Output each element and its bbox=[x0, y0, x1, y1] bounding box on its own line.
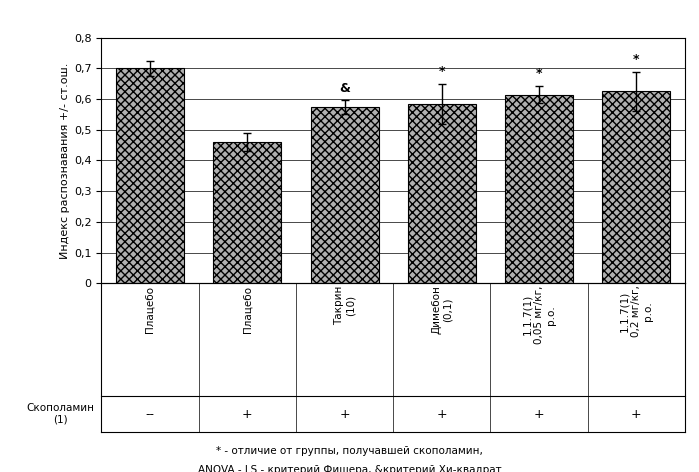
Text: Плацебо: Плацебо bbox=[145, 286, 155, 333]
Text: +: + bbox=[242, 408, 252, 421]
Text: +: + bbox=[436, 408, 447, 421]
Text: +: + bbox=[534, 408, 545, 421]
Bar bbox=[408, 104, 476, 283]
Text: * - отличие от группы, получавшей скополамин,: * - отличие от группы, получавшей скопол… bbox=[216, 446, 483, 456]
Text: ANOVA - LS - критерий Фишера, &критерий Хи-квадрат: ANOVA - LS - критерий Фишера, &критерий … bbox=[198, 465, 501, 472]
Text: &: & bbox=[339, 82, 350, 94]
Text: *: * bbox=[438, 65, 445, 78]
Text: Димебон
(0,1): Димебон (0,1) bbox=[431, 286, 453, 335]
Text: Такрин
(10): Такрин (10) bbox=[333, 286, 355, 325]
Text: *: * bbox=[536, 67, 542, 80]
Text: +: + bbox=[631, 408, 642, 421]
Text: 1.1.7(1)
0,2 мг/кг,
р.о.: 1.1.7(1) 0,2 мг/кг, р.о. bbox=[620, 286, 653, 337]
Text: Скополамин
(1): Скополамин (1) bbox=[27, 404, 94, 425]
Bar bbox=[116, 68, 184, 283]
Y-axis label: Индекс распознавания +/- ст.ош.: Индекс распознавания +/- ст.ош. bbox=[60, 62, 70, 259]
Bar bbox=[505, 94, 573, 283]
Bar bbox=[213, 142, 281, 283]
Bar bbox=[603, 92, 670, 283]
Bar bbox=[310, 107, 379, 283]
Text: Плацебо: Плацебо bbox=[243, 286, 252, 333]
Text: --: -- bbox=[145, 408, 154, 421]
Text: +: + bbox=[339, 408, 350, 421]
Text: 1.1.7(1)
0,05 мг/кг,
р.о.: 1.1.7(1) 0,05 мг/кг, р.о. bbox=[523, 286, 556, 344]
Text: *: * bbox=[633, 53, 640, 66]
